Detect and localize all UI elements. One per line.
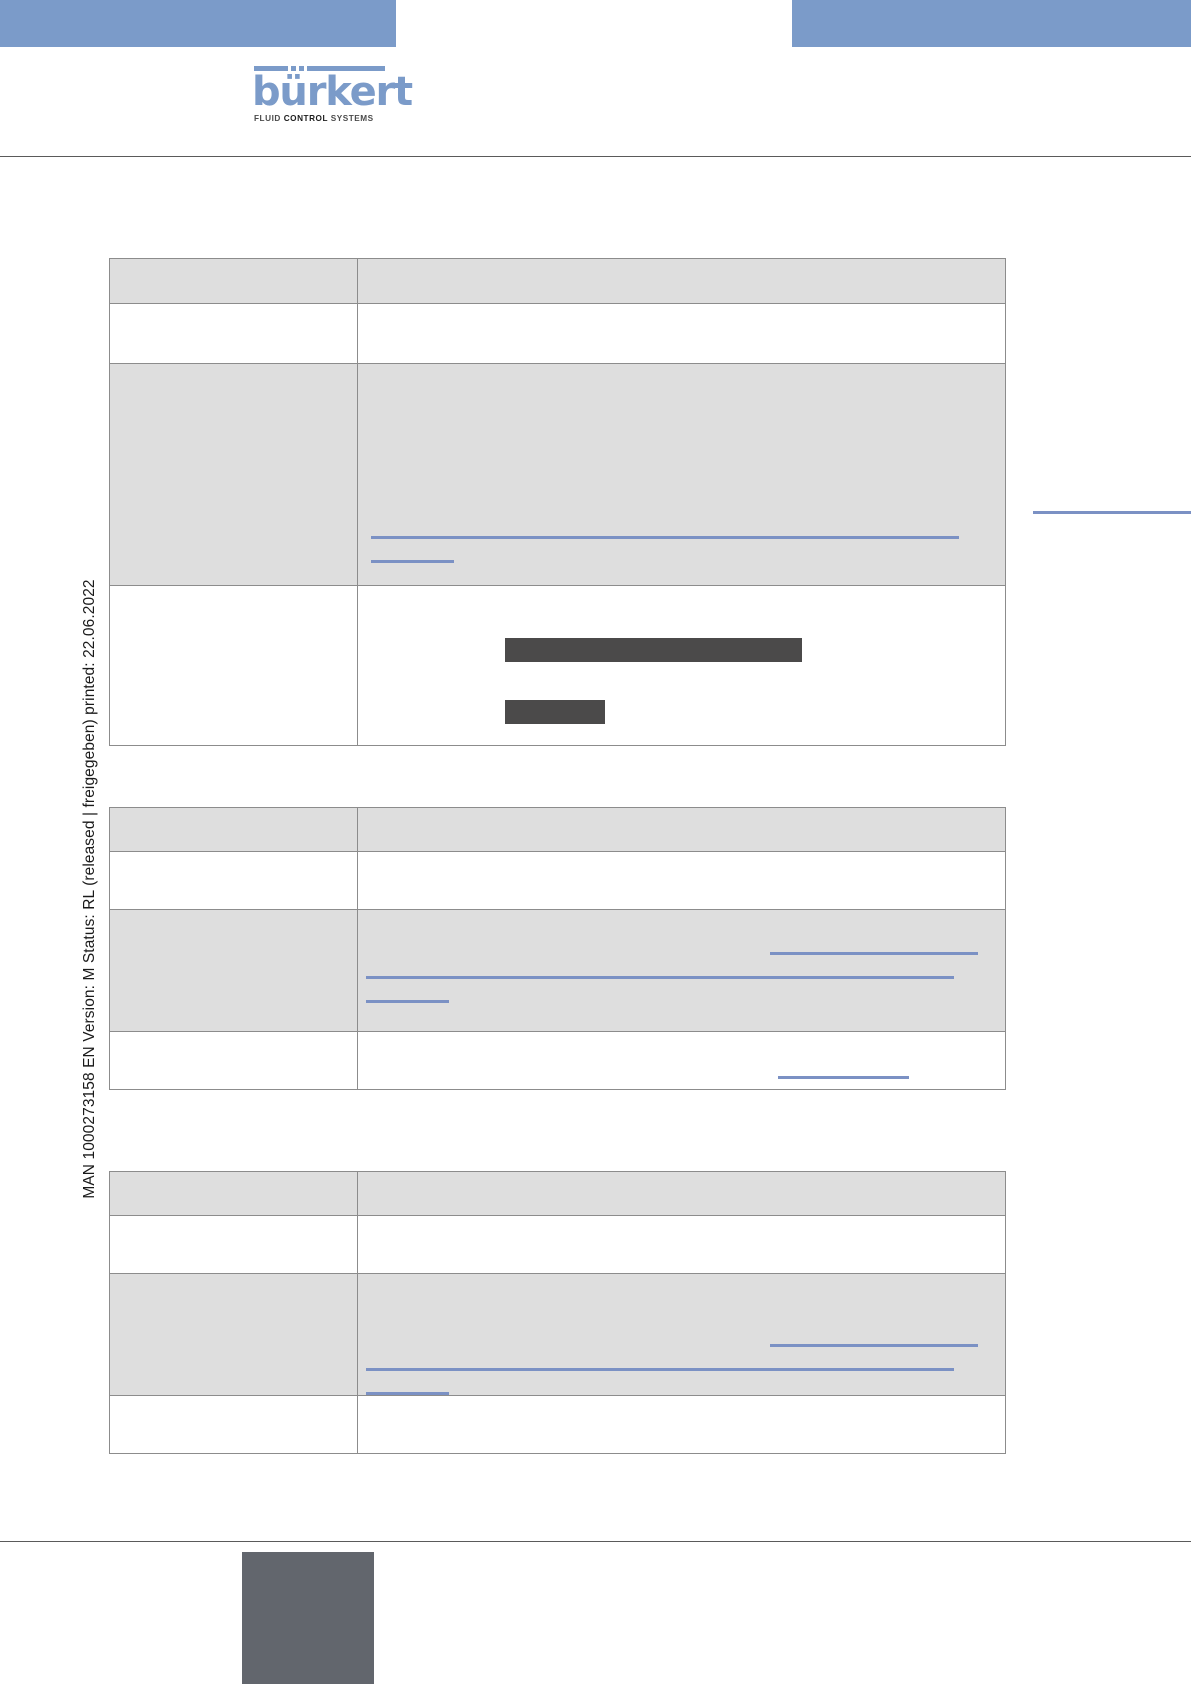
redaction-bar (505, 700, 605, 724)
table-row (109, 1215, 1006, 1274)
table-cell-label-text (110, 1032, 357, 1046)
table-cell-label (109, 303, 358, 364)
footer-divider (0, 1541, 1191, 1542)
table-cell-label (109, 1031, 358, 1090)
logo-tagline-prefix: FLUID (254, 114, 284, 123)
table-cell-body-text (358, 1172, 1005, 1186)
hyperlink-underline[interactable] (366, 1000, 449, 1003)
table-cell-body (357, 1215, 1006, 1274)
document-control-string: MAN 1000273158 EN Version: M Status: RL … (81, 579, 98, 1199)
table-row (109, 1031, 1006, 1090)
table-row (109, 851, 1006, 910)
logo-tagline-mid: CONTROL (283, 114, 328, 123)
table-cell-label-text (110, 1172, 357, 1186)
table-cell-label (109, 258, 358, 304)
table-cell-label-text (110, 808, 357, 822)
table-cell-body-text (358, 1032, 1005, 1046)
table-cell-body (357, 1031, 1006, 1090)
table-cell-label (109, 909, 358, 1032)
table-cell-label-text (110, 1216, 357, 1230)
burkert-logo: bürkert FLUID CONTROL SYSTEMS (250, 66, 413, 123)
logo-wordmark: bürkert (252, 69, 413, 115)
header-divider (0, 156, 1191, 157)
table-cell-body (357, 258, 1006, 304)
table-cell-label (109, 363, 358, 586)
hyperlink-underline[interactable] (778, 1076, 909, 1079)
footer-marker-block (242, 1552, 374, 1684)
hyperlink-underline[interactable] (366, 976, 954, 979)
table-row (109, 303, 1006, 364)
logo-umlaut-bars (254, 66, 390, 71)
table-cell-label-text (110, 910, 357, 924)
table-cell-body (357, 909, 1006, 1032)
table-cell-body (357, 1395, 1006, 1454)
table-cell-body (357, 363, 1191, 586)
table-3 (109, 1171, 1006, 1454)
table-cell-body-text (358, 259, 1005, 273)
table-row (109, 909, 1006, 1032)
header-accent-bar-left (0, 0, 396, 47)
table-row (109, 258, 1006, 304)
table-cell-label (109, 1171, 358, 1216)
table-cell-label-text (110, 586, 357, 600)
table-cell-body-text (358, 852, 1005, 866)
table-cell-label-text (110, 364, 357, 378)
table-row (109, 807, 1006, 852)
table-cell-body (357, 1171, 1006, 1216)
table-cell-body-text (358, 1396, 1005, 1410)
table-cell-body (357, 585, 1006, 746)
table-row (109, 363, 1191, 586)
table-cell-body-text (358, 910, 1005, 924)
table-cell-body-text (358, 364, 1005, 378)
table-row (109, 1273, 1006, 1396)
table-cell-label-text (110, 852, 357, 866)
header-accent-bar-right (792, 0, 1191, 47)
table-row (109, 585, 1006, 746)
hyperlink-underline[interactable] (371, 536, 959, 539)
table-cell-label (109, 807, 358, 852)
table-cell-body (357, 303, 1006, 364)
table-cell-label-text (110, 1396, 357, 1410)
table-cell-label (109, 585, 358, 746)
table-cell-label (109, 1215, 358, 1274)
table-cell-body (357, 807, 1006, 852)
table-cell-body-text (358, 1274, 1005, 1288)
table-cell-body (357, 851, 1006, 910)
table-cell-label (109, 1273, 358, 1396)
table-cell-label-text (110, 1274, 357, 1288)
logo-tagline-suffix: SYSTEMS (327, 114, 374, 123)
table-cell-body-text (358, 1216, 1005, 1230)
hyperlink-underline[interactable] (366, 1368, 954, 1371)
table-cell-label (109, 851, 358, 910)
table-cell-body-text (358, 808, 1005, 822)
table-row (109, 1395, 1006, 1454)
table-cell-label (109, 1395, 358, 1454)
table-cell-label-text (110, 304, 357, 318)
table-cell-body-text (358, 586, 1005, 600)
redaction-bar (505, 638, 802, 662)
table-cell-body-text (358, 304, 1005, 318)
table-row (109, 1171, 1006, 1216)
hyperlink-underline[interactable] (1033, 511, 1191, 514)
table-cell-label-text (110, 259, 357, 273)
table-1 (109, 258, 1191, 746)
hyperlink-underline[interactable] (770, 1344, 978, 1347)
hyperlink-underline[interactable] (371, 560, 454, 563)
table-cell-body (357, 1273, 1006, 1396)
hyperlink-underline[interactable] (770, 952, 978, 955)
logo-tagline: FLUID CONTROL SYSTEMS (254, 114, 390, 123)
table-2 (109, 807, 1006, 1090)
hyperlink-underline[interactable] (366, 1392, 449, 1395)
